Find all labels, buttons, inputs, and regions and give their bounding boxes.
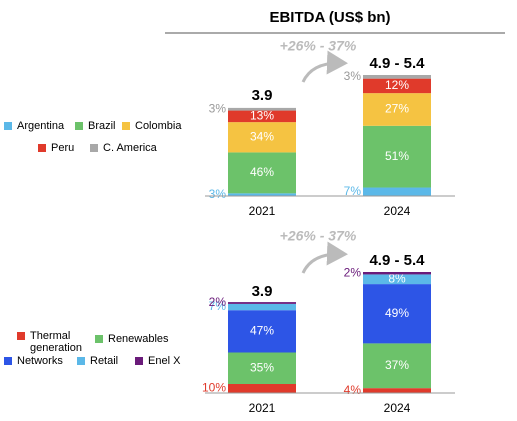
legend-label: Enel X xyxy=(148,355,181,367)
legend-label: Networks xyxy=(17,355,63,367)
segment-label: 27% xyxy=(385,102,409,116)
bar-segment xyxy=(228,110,296,123)
bar-segment xyxy=(228,193,296,196)
bar-segment xyxy=(228,107,296,111)
segment-label: 12% xyxy=(385,78,409,92)
segment-label: 37% xyxy=(385,358,409,372)
legend-label: Brazil xyxy=(88,120,116,132)
growth-arrow xyxy=(301,241,348,274)
legend-label: Retail xyxy=(90,355,119,367)
segment-label: 7% xyxy=(344,184,362,198)
segment-label: 35% xyxy=(250,360,274,374)
legend-swatch xyxy=(95,335,103,343)
legend-item: Networks xyxy=(4,355,74,367)
segment-label: 13% xyxy=(250,109,274,123)
bar-segment xyxy=(228,384,296,393)
segment-label: 2% xyxy=(209,295,227,309)
legend-item: Argentina xyxy=(4,120,64,132)
bar-segment xyxy=(363,187,431,196)
legend-item: Brazil xyxy=(75,120,125,132)
bar-segment xyxy=(228,122,296,153)
legend-label: Colombia xyxy=(135,120,182,132)
total-label: 3.9 xyxy=(252,283,273,300)
bar-segment xyxy=(228,303,296,311)
segment-label: 46% xyxy=(250,165,274,179)
bar-segment xyxy=(363,125,431,188)
legend-label: Renewables xyxy=(108,333,169,345)
growth-arrow xyxy=(301,50,348,83)
x-tick-label: 2024 xyxy=(384,204,411,218)
segment-label: 49% xyxy=(385,306,409,320)
segment-label: 3% xyxy=(209,101,227,115)
bar-segment xyxy=(228,302,296,304)
legend-item: Colombia xyxy=(122,120,192,132)
legend-item: Peru xyxy=(38,142,88,154)
legend-swatch xyxy=(77,357,85,365)
x-tick-label: 2021 xyxy=(249,401,276,415)
segment-label: 34% xyxy=(250,129,274,143)
growth-annotation: +26% - 37% xyxy=(280,38,357,54)
legend-item: Thermal generation xyxy=(17,330,82,354)
legend-item: Renewables xyxy=(95,333,175,345)
legend-item: C. America xyxy=(90,142,170,154)
legend-swatch xyxy=(122,122,130,130)
bar-segment xyxy=(363,343,431,389)
chart-title: EBITDA (US$ bn) xyxy=(269,9,390,26)
bar-segment xyxy=(228,152,296,194)
segment-label: 7% xyxy=(209,299,227,313)
legend-swatch xyxy=(135,357,143,365)
segment-label: 8% xyxy=(388,271,406,285)
segment-label: 4% xyxy=(344,383,362,397)
segment-label: 51% xyxy=(385,149,409,163)
legend-label: Argentina xyxy=(17,120,65,132)
bar-segment xyxy=(228,352,296,384)
bar-segment xyxy=(363,274,431,285)
legend-swatch xyxy=(90,144,98,152)
bar-segment xyxy=(363,272,431,275)
bar-segment xyxy=(363,388,431,393)
bar-segment xyxy=(363,93,431,126)
bar-segment xyxy=(363,78,431,94)
segment-label: 10% xyxy=(202,381,226,395)
total-label: 4.9 - 5.4 xyxy=(369,252,425,269)
segment-label: 3% xyxy=(209,187,227,201)
segment-label: 47% xyxy=(250,324,274,338)
legend-swatch xyxy=(4,122,12,130)
x-tick-label: 2024 xyxy=(384,401,411,415)
bar-segment xyxy=(363,284,431,344)
total-label: 3.9 xyxy=(252,87,273,104)
x-tick-label: 2021 xyxy=(249,204,276,218)
legend-label: Peru xyxy=(51,142,75,154)
legend-label: C. America xyxy=(103,142,157,154)
legend-item: Retail xyxy=(77,355,127,367)
legend-swatch xyxy=(38,144,46,152)
legend-swatch xyxy=(75,122,83,130)
segment-label: 3% xyxy=(344,69,362,83)
legend-swatch xyxy=(4,357,12,365)
total-label: 4.9 - 5.4 xyxy=(369,55,425,72)
legend-swatch xyxy=(17,332,25,340)
growth-annotation: +26% - 37% xyxy=(280,228,357,244)
segment-label: 2% xyxy=(344,265,362,279)
bar-segment xyxy=(228,310,296,353)
legend-item: Enel X xyxy=(135,355,195,367)
bar-segment xyxy=(363,75,431,79)
legend-label: Thermal generation xyxy=(30,330,82,354)
